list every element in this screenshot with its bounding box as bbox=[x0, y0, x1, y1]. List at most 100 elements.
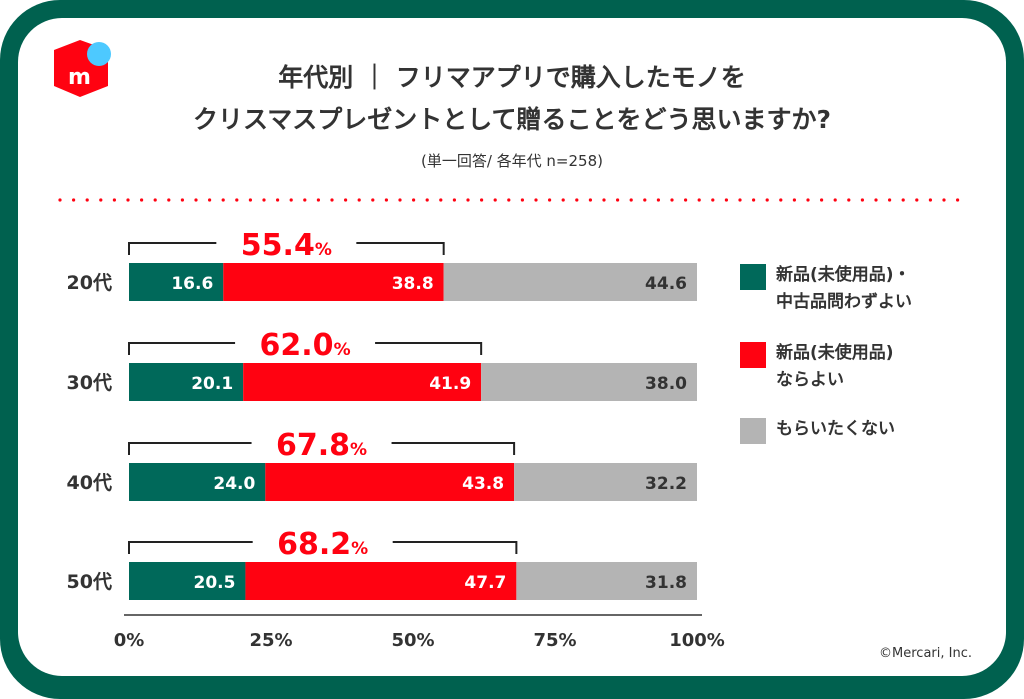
divider-dot bbox=[820, 198, 824, 202]
data-label: 20.1 bbox=[191, 374, 233, 394]
legend-item-any: 新品(未使用品)・ 中古品問わずよい bbox=[740, 262, 912, 316]
divider-dot bbox=[874, 198, 878, 202]
bar-segment bbox=[129, 463, 266, 501]
divider-dot bbox=[180, 198, 184, 202]
divider-dot bbox=[140, 198, 144, 202]
data-label: 38.8 bbox=[392, 274, 434, 294]
category-label: 30代 bbox=[67, 372, 112, 394]
x-tick-label: 25% bbox=[249, 630, 292, 651]
legend-label: もらいたくない bbox=[776, 419, 895, 439]
bar-segment bbox=[129, 363, 244, 401]
divider-dot bbox=[901, 198, 905, 202]
divider-dot bbox=[344, 198, 348, 202]
bar-segment bbox=[245, 562, 517, 600]
divider-dot bbox=[466, 198, 470, 202]
data-label: 31.8 bbox=[645, 573, 687, 593]
divider-dot bbox=[697, 198, 701, 202]
divider-dot bbox=[235, 198, 239, 202]
data-label: 43.8 bbox=[462, 474, 504, 494]
dotted-divider bbox=[58, 198, 960, 202]
legend-swatch bbox=[740, 418, 766, 444]
divider-dot bbox=[85, 198, 89, 202]
divider-dot bbox=[330, 198, 334, 202]
divider-dot bbox=[602, 198, 606, 202]
divider-dot bbox=[548, 198, 552, 202]
divider-dot bbox=[480, 198, 484, 202]
divider-dot bbox=[126, 198, 130, 202]
bar-segment bbox=[129, 263, 224, 301]
data-label: 16.6 bbox=[171, 274, 213, 294]
legend-item-new-only: 新品(未使用品) ならよい bbox=[740, 340, 894, 394]
divider-dot bbox=[194, 198, 198, 202]
divider-dot bbox=[72, 198, 76, 202]
x-tick-label: 0% bbox=[114, 630, 145, 651]
bar-segment bbox=[514, 463, 697, 501]
total-label: 62.0% bbox=[260, 328, 351, 363]
divider-dot bbox=[112, 198, 116, 202]
divider-dot bbox=[629, 198, 633, 202]
data-label: 41.9 bbox=[429, 374, 471, 394]
bar-segment bbox=[443, 263, 697, 301]
divider-dot bbox=[860, 198, 865, 202]
title-line-1: 年代別 ｜ フリマアプリで購入したモノを bbox=[278, 63, 746, 92]
total-label: 68.2% bbox=[277, 527, 368, 562]
total-label: 55.4% bbox=[241, 228, 332, 263]
divider-dot bbox=[316, 198, 320, 202]
divider-dot bbox=[452, 198, 456, 202]
divider-dot bbox=[398, 198, 402, 202]
subtitle: (単一回答/ 各年代 n=258) bbox=[420, 152, 603, 170]
divider-dot bbox=[643, 198, 647, 202]
legend-swatch bbox=[740, 342, 766, 368]
divider-dot bbox=[439, 198, 443, 202]
divider-dot bbox=[276, 198, 280, 202]
data-label: 32.2 bbox=[645, 474, 687, 494]
divider-dot bbox=[575, 198, 579, 202]
divider-dot bbox=[99, 198, 103, 202]
divider-dot bbox=[711, 198, 715, 202]
data-label: 47.7 bbox=[464, 573, 506, 593]
logo-dot bbox=[87, 42, 111, 66]
bar-segment bbox=[243, 363, 482, 401]
bar-segment bbox=[481, 363, 697, 401]
divider-dot bbox=[765, 198, 769, 202]
divider-dot bbox=[847, 198, 851, 202]
logo-letter: m bbox=[68, 65, 91, 90]
divider-dot bbox=[167, 198, 171, 202]
bar-segment bbox=[223, 263, 444, 301]
divider-dot bbox=[384, 198, 388, 202]
divider-dot bbox=[779, 198, 783, 202]
divider-dot bbox=[561, 198, 565, 202]
x-tick-label: 50% bbox=[391, 630, 434, 651]
divider-dot bbox=[752, 198, 756, 202]
divider-dot bbox=[833, 198, 837, 202]
divider-dot bbox=[806, 198, 810, 202]
bar-segment bbox=[265, 463, 515, 501]
divider-dot bbox=[915, 198, 919, 202]
divider-dot bbox=[289, 198, 293, 202]
divider-dot bbox=[357, 198, 361, 202]
total-bracket bbox=[128, 242, 445, 255]
data-label: 24.0 bbox=[213, 474, 255, 494]
data-label: 44.6 bbox=[645, 274, 687, 294]
mercari-logo: m bbox=[54, 40, 111, 97]
category-label: 40代 bbox=[67, 472, 112, 494]
data-label: 38.0 bbox=[645, 374, 687, 394]
divider-dot bbox=[58, 198, 62, 202]
divider-dot bbox=[792, 198, 797, 202]
legend-swatch bbox=[740, 264, 766, 290]
divider-dot bbox=[670, 198, 674, 202]
divider-dot bbox=[928, 198, 933, 202]
divider-dot bbox=[616, 198, 620, 202]
divider-dot bbox=[520, 198, 525, 202]
bar-segment bbox=[129, 562, 246, 600]
x-tick-label: 100% bbox=[669, 630, 725, 651]
divider-dot bbox=[425, 198, 429, 202]
legend-item-no: もらいたくない bbox=[740, 416, 895, 444]
divider-dot bbox=[888, 198, 892, 202]
divider-dot bbox=[656, 198, 661, 202]
legend-label: 新品(未使用品)・ 中古品問わずよい bbox=[776, 265, 912, 312]
divider-dot bbox=[262, 198, 266, 202]
category-label: 50代 bbox=[67, 571, 112, 593]
legend-label: 新品(未使用品) ならよい bbox=[776, 343, 894, 390]
